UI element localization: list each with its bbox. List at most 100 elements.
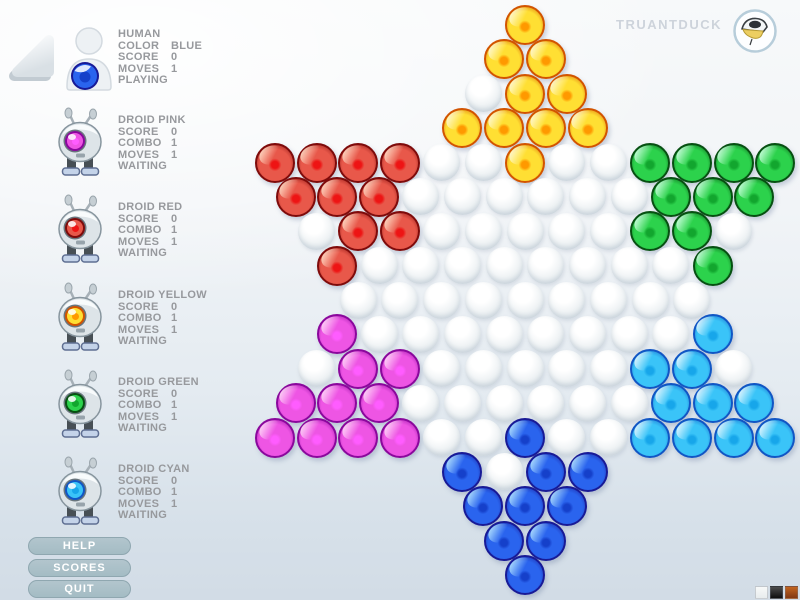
board-hole[interactable] (548, 281, 586, 319)
marble-red[interactable] (379, 211, 420, 252)
marble-cyan[interactable] (650, 383, 691, 424)
marble-red[interactable] (338, 142, 379, 183)
marble-magenta[interactable] (359, 383, 400, 424)
board-hole[interactable] (423, 212, 461, 250)
marble-blue[interactable] (505, 417, 545, 458)
board-hole[interactable] (485, 178, 523, 216)
board-hole[interactable] (464, 144, 502, 182)
marble-green[interactable] (692, 176, 733, 217)
marble-magenta[interactable] (317, 383, 358, 424)
marble-magenta[interactable] (379, 348, 420, 389)
marble-green[interactable] (671, 211, 712, 252)
board-hole[interactable] (485, 315, 523, 353)
marble-yellow[interactable] (484, 39, 525, 80)
back-arrow-icon[interactable] (6, 28, 62, 91)
board-hole[interactable] (673, 281, 711, 319)
marble-green[interactable] (650, 176, 691, 217)
marble-yellow[interactable] (484, 108, 525, 149)
marble-cyan[interactable] (734, 383, 775, 424)
marble-red[interactable] (317, 176, 358, 217)
board-hole[interactable] (464, 281, 502, 319)
board-hole[interactable] (652, 315, 690, 353)
board-hole[interactable] (506, 212, 544, 250)
board-hole[interactable] (360, 315, 398, 353)
board-hole[interactable] (485, 247, 523, 285)
marble-magenta[interactable] (275, 383, 316, 424)
board-hole[interactable] (631, 281, 669, 319)
marble-green[interactable] (755, 142, 796, 183)
board-hole[interactable] (652, 247, 690, 285)
board-hole[interactable] (548, 350, 586, 388)
marble-blue[interactable] (484, 520, 525, 561)
board-hole[interactable] (610, 178, 648, 216)
board-hole[interactable] (548, 419, 586, 457)
board-hole[interactable] (589, 144, 627, 182)
help-button[interactable]: HELP (28, 537, 131, 555)
marble-magenta[interactable] (379, 417, 420, 458)
marble-green[interactable] (734, 176, 775, 217)
marble-red[interactable] (275, 176, 316, 217)
scores-button[interactable]: SCORES (28, 558, 131, 577)
board-hole[interactable] (506, 281, 544, 319)
marble-yellow[interactable] (505, 73, 545, 114)
board-hole[interactable] (339, 281, 377, 319)
marble-cyan[interactable] (692, 383, 733, 424)
board-hole[interactable] (527, 178, 565, 216)
board-hole[interactable] (402, 178, 440, 216)
board-hole[interactable] (464, 212, 502, 250)
board-hole[interactable] (402, 315, 440, 353)
board-hole[interactable] (548, 144, 586, 182)
board-hole[interactable] (423, 281, 461, 319)
board-hole[interactable] (610, 315, 648, 353)
swatch-black[interactable] (770, 586, 783, 599)
marble-blue[interactable] (525, 520, 566, 561)
marble-blue[interactable] (505, 486, 545, 527)
marble-yellow[interactable] (567, 108, 608, 149)
marble-green[interactable] (671, 142, 712, 183)
board-hole[interactable] (423, 350, 461, 388)
board-hole[interactable] (423, 144, 461, 182)
marble-yellow[interactable] (505, 142, 545, 183)
marble-cyan[interactable] (755, 417, 796, 458)
board-hole[interactable] (360, 247, 398, 285)
marble-cyan[interactable] (630, 417, 671, 458)
marble-green[interactable] (713, 142, 754, 183)
board-hole[interactable] (402, 384, 440, 422)
swatch-white[interactable] (755, 586, 768, 599)
marble-magenta[interactable] (338, 417, 379, 458)
marble-magenta[interactable] (296, 417, 337, 458)
marble-yellow[interactable] (525, 108, 566, 149)
board-hole[interactable] (464, 419, 502, 457)
board-hole[interactable] (589, 419, 627, 457)
marble-red[interactable] (254, 142, 295, 183)
board-hole[interactable] (610, 384, 648, 422)
board-hole[interactable] (589, 350, 627, 388)
marble-blue[interactable] (442, 451, 483, 492)
marble-blue[interactable] (505, 555, 545, 596)
marble-red[interactable] (338, 211, 379, 252)
board-hole[interactable] (527, 247, 565, 285)
board-hole[interactable] (402, 247, 440, 285)
board-hole[interactable] (715, 350, 752, 388)
board-hole[interactable] (548, 212, 586, 250)
board-hole[interactable] (443, 178, 481, 216)
board-hole[interactable] (443, 247, 481, 285)
quit-button[interactable]: QUIT (28, 580, 131, 598)
marble-yellow[interactable] (505, 5, 545, 45)
swatch-orange[interactable] (785, 586, 798, 599)
marble-green[interactable] (630, 142, 671, 183)
marble-blue[interactable] (525, 451, 566, 492)
board-hole[interactable] (589, 281, 627, 319)
marble-cyan[interactable] (671, 417, 712, 458)
marble-red[interactable] (317, 245, 358, 286)
board-hole[interactable] (589, 212, 627, 250)
marble-green[interactable] (630, 211, 671, 252)
marble-red[interactable] (379, 142, 420, 183)
board-hole[interactable] (527, 384, 565, 422)
marble-blue[interactable] (463, 486, 504, 527)
marble-magenta[interactable] (338, 348, 379, 389)
board-hole[interactable] (569, 247, 607, 285)
marble-cyan[interactable] (630, 348, 671, 389)
board-hole[interactable] (464, 75, 502, 113)
board-hole[interactable] (464, 350, 502, 388)
